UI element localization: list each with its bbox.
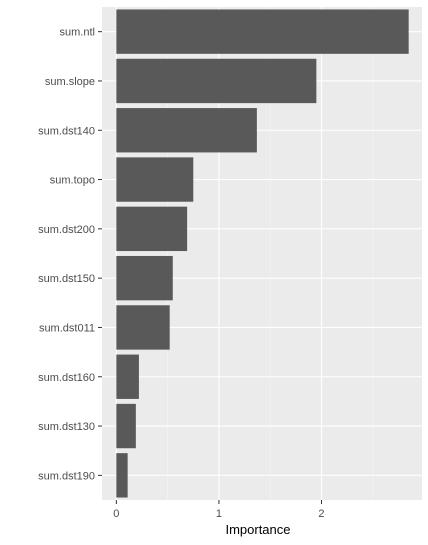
bar-sum-dst190 xyxy=(116,453,128,498)
y-tick-label: sum.dst160 xyxy=(38,372,95,384)
x-tick-label: 0 xyxy=(113,508,119,520)
bar-sum-dst160 xyxy=(116,354,139,399)
bar-sum-dst140 xyxy=(116,108,257,153)
y-tick-label: sum.dst150 xyxy=(38,273,95,285)
bar-sum-dst011 xyxy=(116,305,170,350)
bar-sum-topo xyxy=(116,157,194,202)
x-tick-label: 2 xyxy=(318,508,324,520)
y-tick-label: sum.dst140 xyxy=(38,125,95,137)
x-tick-label: 1 xyxy=(216,508,222,520)
y-tick-label: sum.dst200 xyxy=(38,224,95,236)
y-tick-label: sum.topo xyxy=(50,175,95,187)
y-tick-label: sum.dst130 xyxy=(38,421,95,433)
bars xyxy=(116,9,409,498)
bar-sum-slope xyxy=(116,58,317,104)
y-tick-label: sum.ntl xyxy=(60,27,95,39)
y-axis: sum.ntl sum.slope sum.dst140 sum.topo sum.ds… xyxy=(38,27,102,482)
bar-sum-ntl xyxy=(116,9,409,54)
y-tick-label: sum.dst011 xyxy=(39,322,95,334)
bar-sum-dst130 xyxy=(116,403,136,449)
bar-sum-dst150 xyxy=(116,255,173,301)
x-axis: 0 1 2 xyxy=(113,500,325,520)
y-tick-label: sum.dst190 xyxy=(38,470,95,482)
y-tick-label: sum.slope xyxy=(45,76,95,88)
x-axis-title: Importance xyxy=(225,522,290,537)
bar-sum-dst200 xyxy=(116,206,188,252)
